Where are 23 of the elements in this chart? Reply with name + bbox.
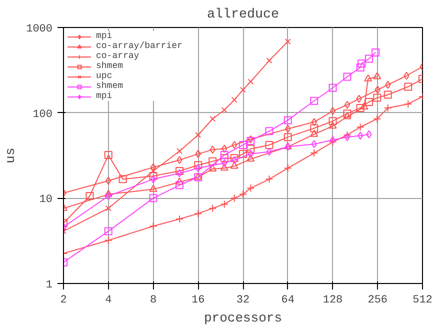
x-tick-label: 2 xyxy=(60,294,67,306)
y-axis-title: us xyxy=(3,148,18,164)
legend-label: upc xyxy=(96,71,114,81)
legend-label: co-array xyxy=(96,51,140,61)
x-tick-label: 256 xyxy=(368,294,388,306)
y-tick-label: 10 xyxy=(39,194,52,206)
chart-title: allreduce xyxy=(207,8,279,22)
legend-label: co-array/barrier xyxy=(96,41,182,51)
y-tick-label: 1000 xyxy=(26,24,52,36)
x-tick-label: 64 xyxy=(281,294,295,306)
x-tick-label: 4 xyxy=(105,294,112,306)
x-tick-label: 128 xyxy=(322,294,343,306)
x-tick-label: 512 xyxy=(412,294,432,306)
legend-label: shmem xyxy=(96,81,124,91)
y-tick-label: 100 xyxy=(32,108,53,121)
x-tick-label: 8 xyxy=(150,294,157,306)
x-tick-label: 32 xyxy=(236,294,250,306)
legend-label: shmem xyxy=(96,61,124,71)
legend-label: mpi xyxy=(96,31,114,41)
y-tick-label: 1 xyxy=(46,280,53,292)
x-tick-label: 16 xyxy=(192,294,205,306)
x-axis-title: processors xyxy=(204,310,282,326)
legend-label: mpi xyxy=(96,91,114,101)
